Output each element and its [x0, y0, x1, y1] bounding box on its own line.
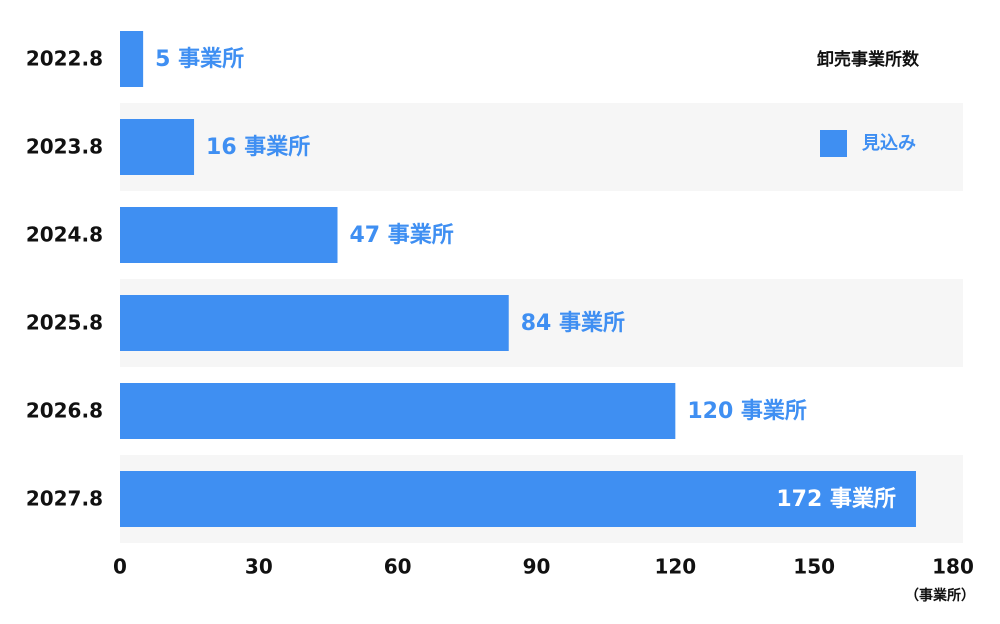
x-tick-label: 0	[113, 555, 127, 579]
y-tick-label: 2022.8	[26, 47, 103, 71]
y-tick-label: 2026.8	[26, 399, 103, 423]
bar	[120, 383, 676, 439]
x-tick-label: 90	[523, 555, 551, 579]
x-tick-label: 30	[245, 555, 273, 579]
x-tick-label: 180	[932, 555, 974, 579]
value-label: 47 事業所	[350, 222, 454, 248]
bar	[120, 295, 509, 351]
x-tick-label: 120	[654, 555, 696, 579]
value-label: 5 事業所	[155, 46, 244, 72]
value-label: 120 事業所	[687, 398, 807, 424]
legend-title: 卸売事業所数	[817, 49, 920, 70]
legend-label: 見込み	[861, 133, 916, 154]
value-label: 84 事業所	[521, 310, 625, 336]
x-tick-label: 150	[793, 555, 835, 579]
x-axis-label: （事業所）	[905, 587, 975, 604]
bar	[120, 471, 916, 527]
value-label: 172 事業所	[776, 486, 896, 512]
x-tick-label: 60	[384, 555, 412, 579]
bar	[120, 207, 338, 263]
y-tick-label: 2024.8	[26, 223, 103, 247]
value-label: 16 事業所	[206, 134, 310, 160]
bar	[120, 119, 195, 175]
legend-swatch	[820, 130, 847, 157]
y-tick-label: 2025.8	[26, 311, 103, 335]
bar	[120, 31, 144, 87]
y-tick-label: 2027.8	[26, 487, 103, 511]
row-band	[120, 15, 963, 103]
y-tick-label: 2023.8	[26, 135, 103, 159]
